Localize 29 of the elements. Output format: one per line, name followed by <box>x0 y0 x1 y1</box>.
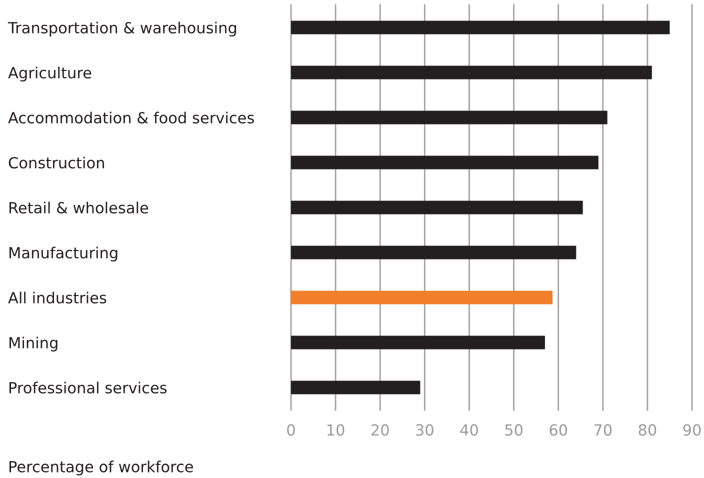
x-tick-label: 30 <box>416 424 434 436</box>
y-tick-label: Retail & wholesale <box>10 202 148 214</box>
y-tick-label: Mining <box>10 336 58 352</box>
bar <box>291 290 553 304</box>
x-tick-label: 80 <box>638 424 656 436</box>
bar <box>291 110 608 124</box>
y-tick-label: Professional services <box>10 382 167 394</box>
bar <box>291 200 583 214</box>
bar <box>291 156 598 170</box>
x-tick-label: 90 <box>683 424 701 436</box>
y-tick-label: Manufacturing <box>10 246 118 262</box>
bar <box>291 20 670 34</box>
x-tick-label: 10 <box>328 424 344 436</box>
bar <box>291 66 652 80</box>
y-tick-label: Transportation & warehousing <box>8 22 236 36</box>
text: Percentage of workforce <box>10 460 193 476</box>
y-tick-label: Accommodation & food services <box>8 112 254 124</box>
bar <box>291 246 576 260</box>
x-tick-label: 40 <box>460 424 478 436</box>
x-tick-label: 50 <box>505 424 522 436</box>
y-tick-label: All industries <box>8 292 106 304</box>
x-tick-label: 0 <box>287 424 295 436</box>
bar <box>291 380 420 394</box>
x-tick-label: 60 <box>550 424 568 436</box>
bar <box>291 336 545 350</box>
y-tick-label: Agriculture <box>8 66 92 82</box>
y-tick-label: Construction <box>8 156 104 169</box>
x-tick-label: 70 <box>594 424 612 436</box>
x-tick-label: 20 <box>372 424 389 436</box>
